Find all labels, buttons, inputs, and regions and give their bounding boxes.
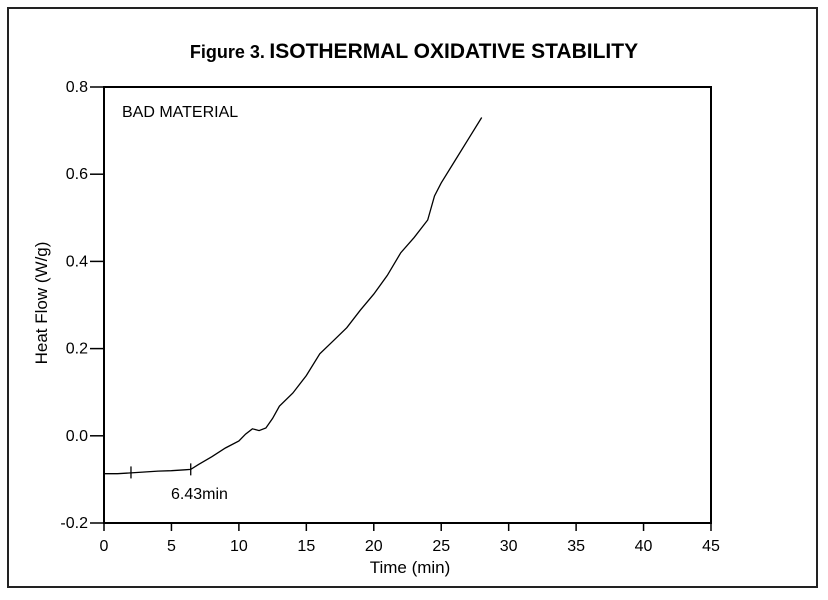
x-axis: 0 5 10 15 20 25 30 35 40 45 <box>100 523 720 555</box>
y-tick-label: 0.8 <box>66 79 88 96</box>
sample-label: BAD MATERIAL <box>122 104 238 121</box>
x-tick-label: 5 <box>167 538 176 555</box>
figure-number: Figure 3. <box>189 42 265 62</box>
x-axis-label: Time (min) <box>370 558 451 577</box>
chart-title: ISOTHERMAL OXIDATIVE STABILITY <box>269 40 639 63</box>
x-tick-label: 40 <box>635 538 653 555</box>
x-tick-label: 30 <box>500 538 518 555</box>
y-tick-label: 0.2 <box>66 341 88 358</box>
series-line <box>104 117 483 475</box>
x-tick-label: 25 <box>432 538 450 555</box>
markers <box>130 463 192 479</box>
plot-area <box>103 86 712 524</box>
y-axis: -0.2 0.0 0.2 0.4 0.6 0.8 <box>60 79 104 532</box>
y-tick-label: 0.6 <box>66 166 88 183</box>
y-tick-label: 0.0 <box>66 428 88 445</box>
figure-border <box>7 7 818 588</box>
y-tick-label: -0.2 <box>60 515 88 532</box>
x-tick-label: 45 <box>702 538 720 555</box>
x-tick-label: 15 <box>297 538 315 555</box>
x-tick-label: 20 <box>365 538 383 555</box>
x-tick-label: 10 <box>230 538 248 555</box>
x-tick-label: 35 <box>567 538 585 555</box>
onset-label: 6.43min <box>171 486 228 503</box>
x-tick-label: 0 <box>100 538 109 555</box>
y-tick-label: 0.4 <box>66 253 88 270</box>
y-axis-label: Heat Flow (W/g) <box>32 242 51 365</box>
figure-title: Figure 3. ISOTHERMAL OXIDATIVE STABILITY <box>0 40 828 64</box>
